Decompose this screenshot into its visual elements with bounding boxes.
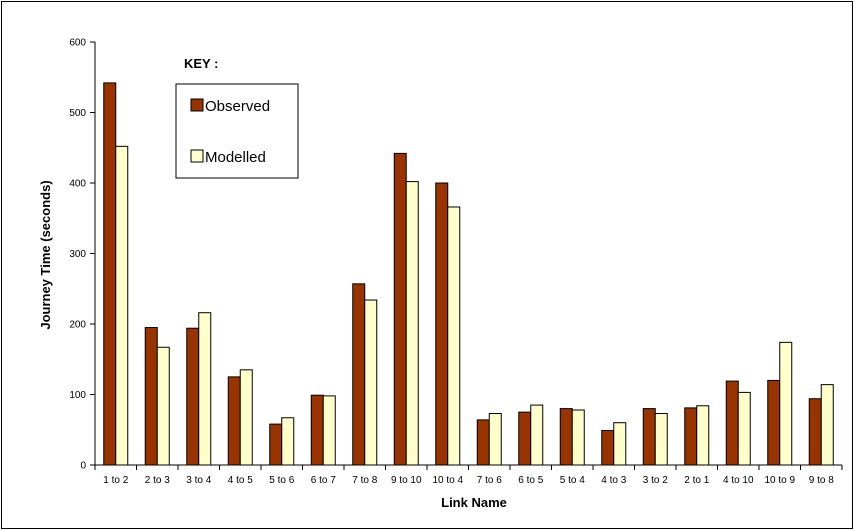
bar-modelled — [281, 417, 295, 466]
y-tick-label: 300 — [69, 249, 86, 260]
legend-swatch-observed — [190, 98, 204, 112]
bar-modelled — [779, 341, 793, 466]
x-tick-label: 9 to 10 — [391, 475, 422, 486]
bar-observed — [559, 408, 573, 466]
x-tick-label: 3 to 2 — [643, 475, 668, 486]
bar-observed — [186, 327, 200, 466]
y-tick-label: 400 — [69, 179, 86, 190]
legend-label-observed: Observed — [205, 98, 270, 115]
bar-modelled — [571, 409, 585, 466]
y-tick-label: 600 — [69, 38, 86, 49]
bar-observed — [310, 394, 324, 466]
x-tick-label: 4 to 5 — [228, 475, 253, 486]
legend: KEY : Observed Modelled — [175, 56, 299, 179]
bar-modelled — [115, 145, 129, 466]
legend-title: KEY : — [184, 56, 218, 71]
bar-observed — [808, 398, 822, 466]
bar-observed — [227, 376, 241, 466]
bar-modelled — [488, 413, 502, 466]
bars — [103, 82, 834, 466]
y-axis-title: Journey Time (seconds) — [38, 180, 53, 329]
bar-modelled — [364, 299, 378, 466]
x-tick-label: 2 to 3 — [145, 475, 170, 486]
legend-swatch-modelled — [190, 149, 204, 163]
x-tick-label: 3 to 4 — [186, 475, 211, 486]
x-tick-label: 1 to 2 — [103, 475, 128, 486]
legend-label-modelled: Modelled — [205, 149, 266, 166]
bar-modelled — [737, 391, 751, 466]
x-tick-label: 6 to 7 — [311, 475, 336, 486]
bar-modelled — [198, 312, 212, 466]
x-tick-label: 10 to 4 — [432, 475, 463, 486]
x-tick-label: 2 to 1 — [684, 475, 709, 486]
bar-observed — [476, 419, 490, 466]
x-tick-label: 5 to 6 — [269, 475, 294, 486]
bar-observed — [684, 407, 698, 466]
bar-modelled — [613, 422, 627, 466]
x-axis-title: Link Name — [441, 495, 507, 510]
bar-observed — [725, 380, 739, 466]
x-tick-label: 10 to 9 — [764, 475, 795, 486]
bar-observed — [393, 152, 407, 466]
axes — [90, 41, 843, 470]
bar-modelled — [239, 369, 253, 466]
bar-modelled — [322, 395, 336, 466]
x-tick-label: 4 to 10 — [723, 475, 754, 486]
bar-modelled — [530, 404, 544, 466]
bar-modelled — [156, 346, 170, 466]
y-tick-label: 500 — [69, 108, 86, 119]
bar-observed — [435, 182, 449, 466]
bar-observed — [642, 408, 656, 466]
x-tick-label: 7 to 8 — [352, 475, 377, 486]
x-tick-label: 4 to 3 — [601, 475, 626, 486]
bar-modelled — [696, 405, 710, 466]
x-tick-label: 6 to 5 — [518, 475, 543, 486]
y-tick-label: 200 — [69, 320, 86, 331]
bar-observed — [144, 327, 158, 466]
x-tick-label: 5 to 4 — [560, 475, 585, 486]
x-tick-label: 9 to 8 — [809, 475, 834, 486]
x-tick-label: 7 to 6 — [477, 475, 502, 486]
bar-observed — [269, 423, 283, 466]
bar-modelled — [654, 413, 668, 466]
y-tick-label: 100 — [69, 390, 86, 401]
bar-modelled — [820, 384, 834, 466]
bar-observed — [518, 411, 532, 466]
bar-modelled — [405, 181, 419, 466]
tick-labels: 0 100 200 300 400 500 600 1 to 2 2 to 3 3 to 4 4 t… — [69, 38, 834, 487]
bar-observed — [103, 82, 117, 466]
y-tick-label: 0 — [80, 461, 86, 472]
bar-observed — [767, 379, 781, 466]
bar-observed — [601, 429, 615, 466]
bar-observed — [352, 283, 366, 466]
bar-modelled — [447, 206, 461, 466]
